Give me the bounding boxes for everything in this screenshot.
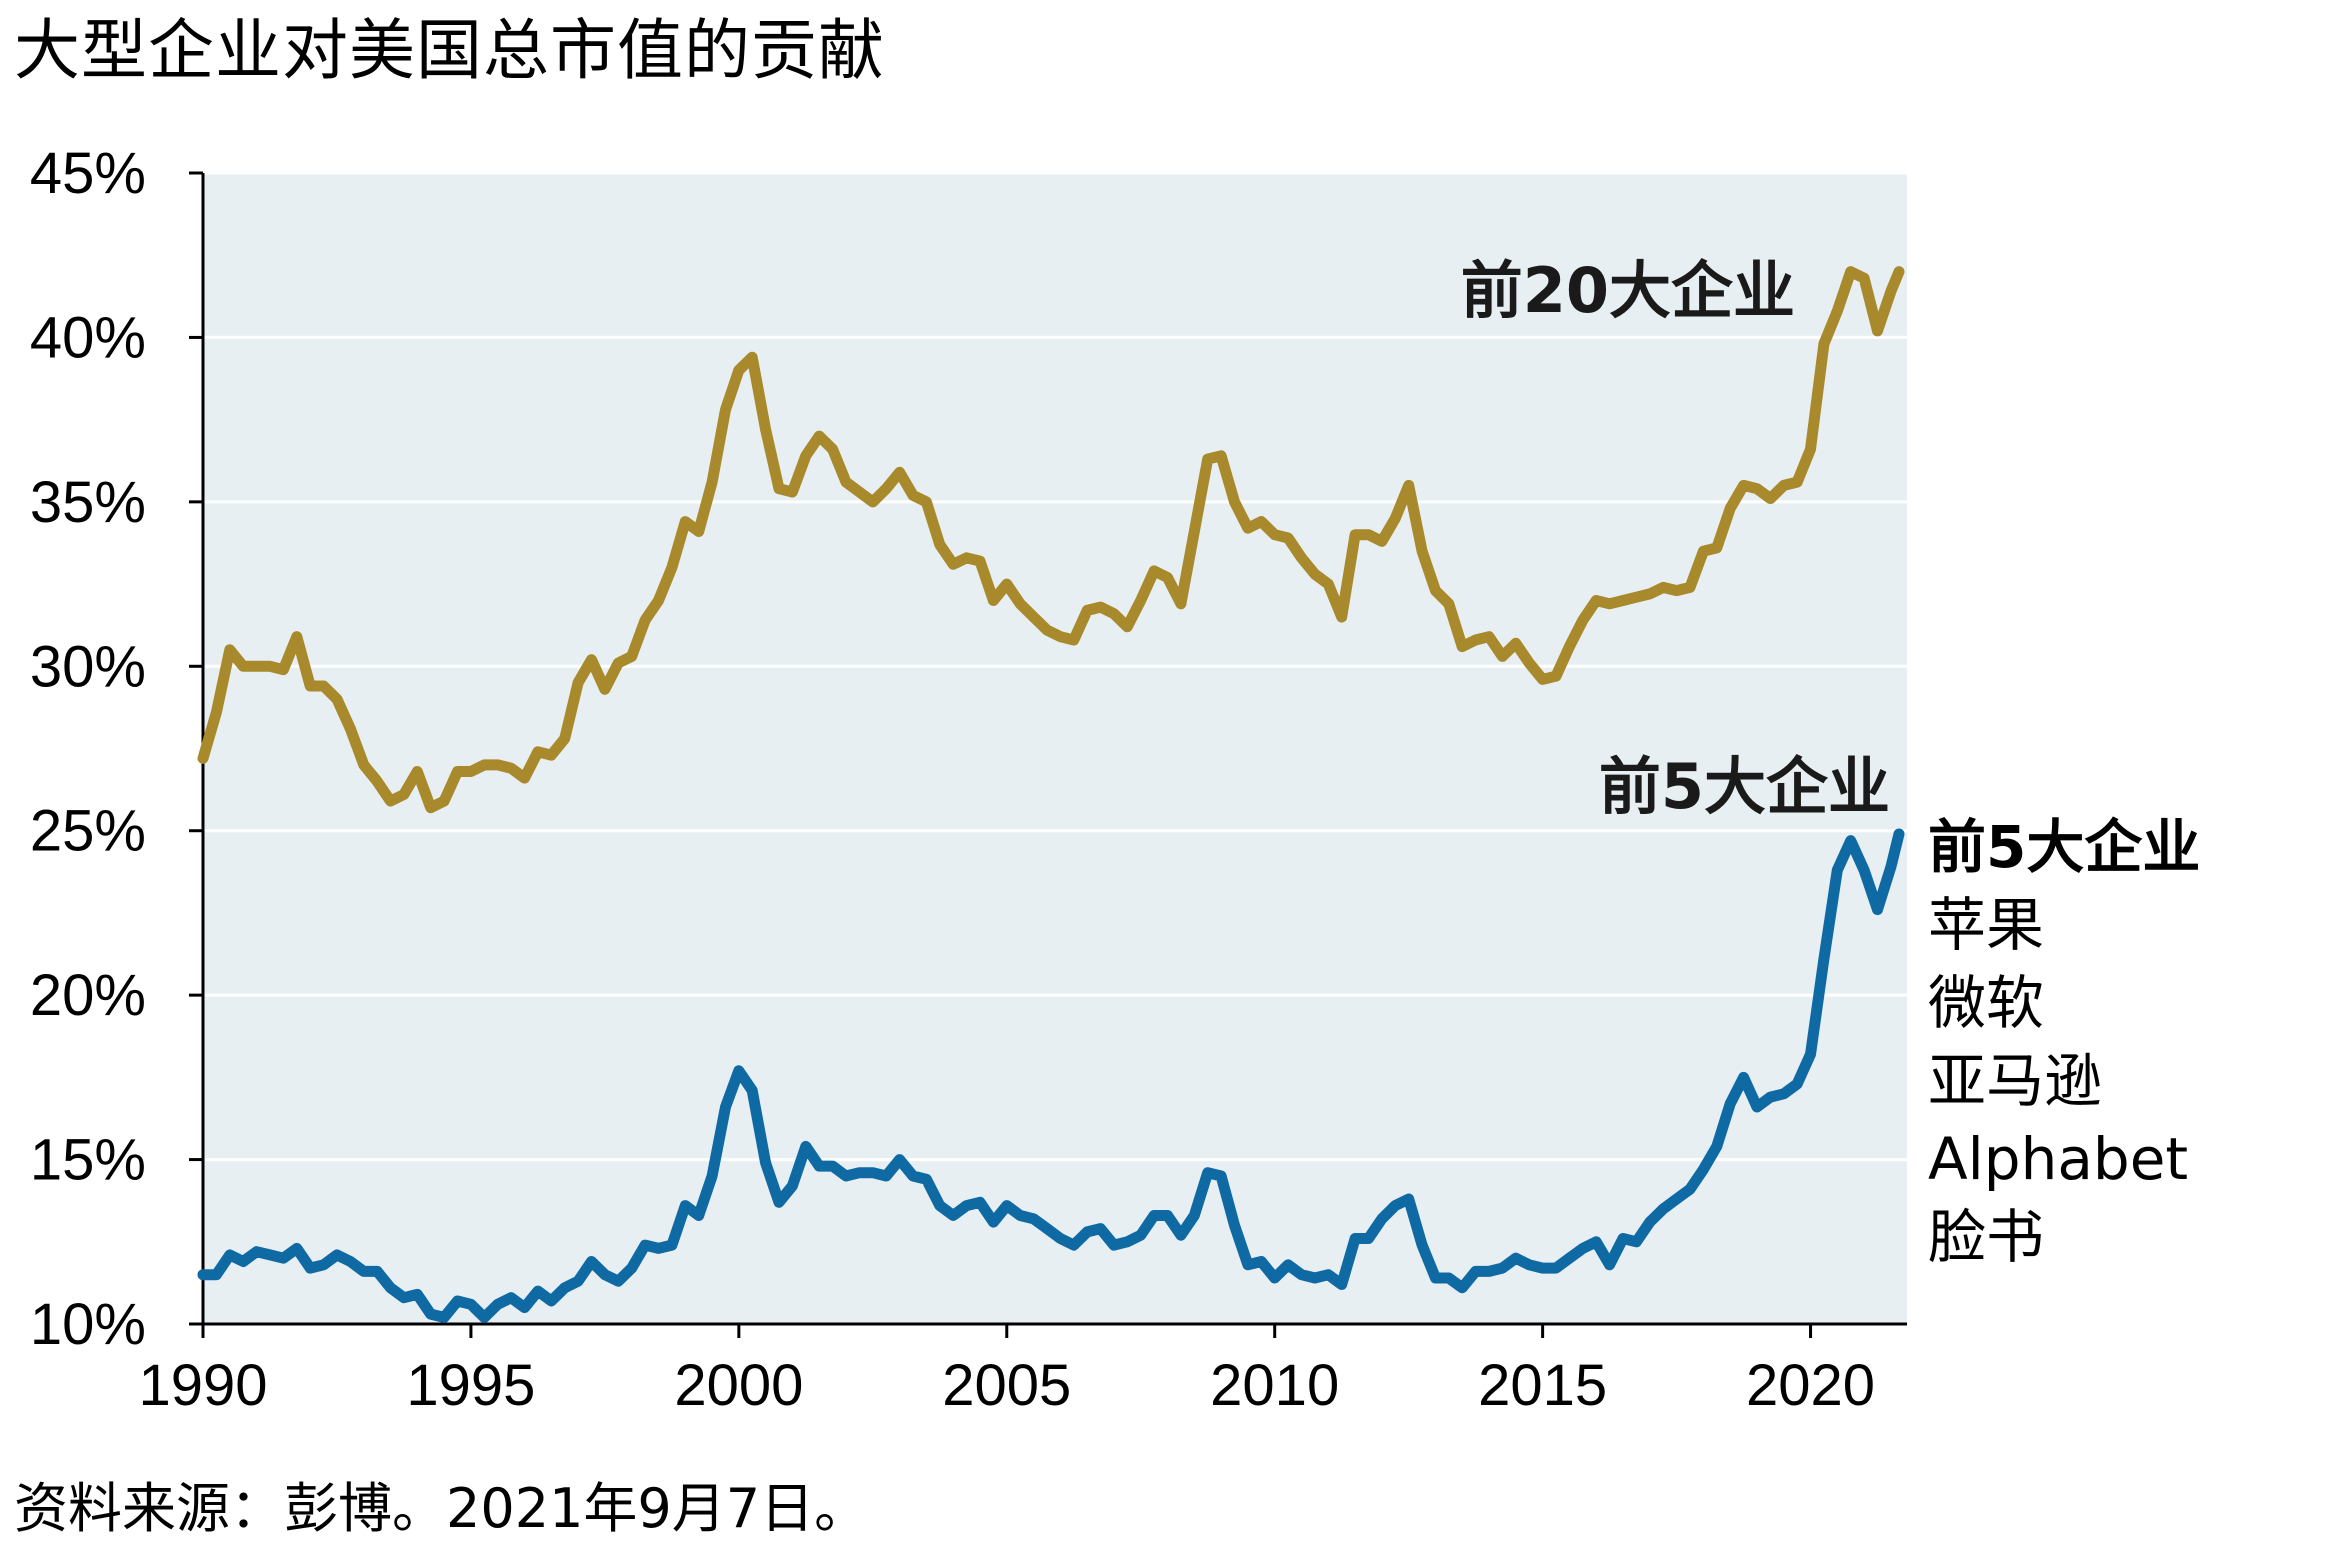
legend-heading: 前5大企业 xyxy=(1928,813,2201,881)
top5-companies-legend: 前5大企业 苹果 微软 亚马逊 Alphabet 脸书 xyxy=(1928,818,2200,1286)
series-top20-line xyxy=(197,266,1905,814)
y-tick-label-15: 15% xyxy=(30,1128,146,1193)
legend-company-apple: 苹果 xyxy=(1928,891,2045,959)
x-tick-label-2020: 2020 xyxy=(1746,1353,1875,1418)
x-tick-label-2000: 2000 xyxy=(674,1353,803,1418)
y-tick-label-45: 45% xyxy=(30,141,146,206)
legend-company-microsoft: 微软 xyxy=(1928,969,2045,1037)
source-note: 资料来源：彭博。2021年9月7日。 xyxy=(14,1477,869,1540)
legend-company-facebook: 脸书 xyxy=(1928,1203,2045,1271)
y-axis-ticks: 10% 15% 20% 25% 30% 35% 40% 45% xyxy=(30,141,203,1357)
series-label-top20: 前20大企业 xyxy=(1461,254,1795,327)
plot-area xyxy=(203,173,1907,1324)
x-tick-label-1990: 1990 xyxy=(138,1353,267,1418)
series-top5-line xyxy=(197,828,1905,1323)
y-tick-label-35: 35% xyxy=(30,470,146,535)
x-tick-label-2005: 2005 xyxy=(942,1353,1071,1418)
chart-title: 大型企业对美国总市值的贡献 xyxy=(14,12,885,89)
x-tick-label-2010: 2010 xyxy=(1210,1353,1339,1418)
y-tick-label-25: 25% xyxy=(30,799,146,864)
legend-company-amazon: 亚马逊 xyxy=(1928,1047,2103,1115)
gridlines xyxy=(203,171,1907,1162)
x-tick-label-1995: 1995 xyxy=(406,1353,535,1418)
x-axis-ticks: 1990 1995 2000 2005 2010 2015 2020 xyxy=(138,1324,1875,1418)
y-tick-label-20: 20% xyxy=(30,963,146,1028)
series-lines xyxy=(197,266,1905,1323)
x-tick-label-2015: 2015 xyxy=(1478,1353,1607,1418)
y-tick-label-10: 10% xyxy=(30,1292,146,1357)
legend-company-alphabet: Alphabet xyxy=(1928,1125,2189,1193)
y-tick-label-40: 40% xyxy=(30,305,146,370)
y-tick-label-30: 30% xyxy=(30,634,146,699)
series-label-top5: 前5大企业 xyxy=(1599,750,1890,823)
